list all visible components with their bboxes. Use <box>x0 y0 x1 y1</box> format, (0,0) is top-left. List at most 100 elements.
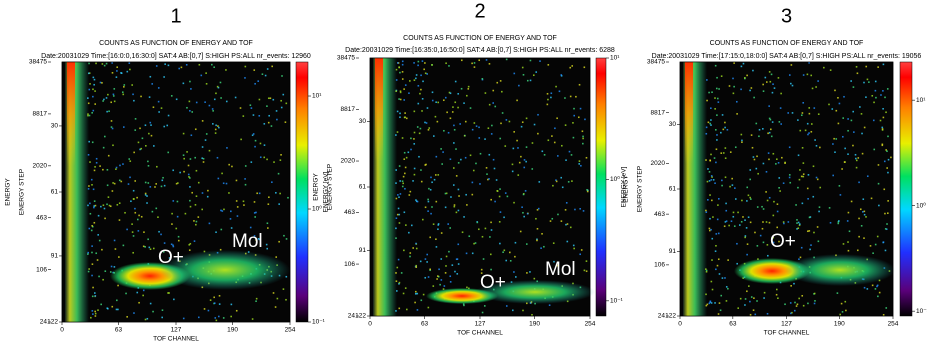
count-speck <box>151 83 154 85</box>
count-speck <box>716 97 719 100</box>
count-speck <box>513 131 515 133</box>
count-speck <box>230 210 232 213</box>
count-speck <box>709 122 711 125</box>
count-speck <box>105 62 108 65</box>
count-speck <box>88 114 91 117</box>
count-speck <box>155 183 158 185</box>
count-speck <box>175 227 178 230</box>
count-speck <box>878 204 880 207</box>
y-axis-label: ENERGY STEP <box>327 164 334 210</box>
count-speck <box>798 224 801 227</box>
count-speck <box>723 225 726 228</box>
count-speck <box>185 63 188 66</box>
count-speck <box>280 106 283 109</box>
count-speck <box>498 221 501 223</box>
count-speck <box>146 202 148 204</box>
count-speck <box>156 165 158 168</box>
count-speck <box>415 264 418 267</box>
count-speck <box>449 227 452 229</box>
count-speck <box>140 215 143 218</box>
count-speck <box>550 96 552 99</box>
energy-tick-label: 38475 <box>337 55 355 62</box>
annotation: O+ <box>480 272 506 293</box>
count-speck <box>749 221 752 224</box>
colorbar-label: ENERGY [eV] <box>621 166 628 207</box>
count-speck <box>430 176 432 179</box>
count-speck <box>509 259 512 262</box>
count-speck <box>415 247 418 250</box>
count-speck <box>253 235 256 237</box>
count-speck <box>860 225 863 227</box>
count-speck <box>526 212 529 215</box>
count-speck <box>543 154 546 156</box>
count-speck <box>788 146 791 149</box>
count-speck <box>424 121 426 124</box>
energy-tick-label: 106 <box>344 261 355 268</box>
count-speck <box>265 243 268 246</box>
count-speck <box>501 90 503 93</box>
count-speck <box>465 252 468 255</box>
count-speck <box>399 112 401 115</box>
count-speck <box>193 220 195 222</box>
count-speck <box>458 195 460 197</box>
x-tick-label: 63 <box>421 321 429 328</box>
count-speck <box>106 307 109 310</box>
count-speck <box>149 302 152 305</box>
count-speck <box>484 227 487 230</box>
count-speck <box>235 309 238 312</box>
count-speck <box>541 150 544 153</box>
x-tick-label: 63 <box>729 321 737 328</box>
count-speck <box>582 210 585 212</box>
count-speck <box>438 268 440 271</box>
count-speck <box>234 96 237 99</box>
count-speck <box>529 79 532 82</box>
count-speck <box>516 139 518 142</box>
count-speck <box>267 121 270 124</box>
count-speck <box>399 98 402 101</box>
count-speck <box>847 129 849 132</box>
chart-subtitle: Date:20031029 Time:[16:35:0,16:50:0] SAT… <box>345 47 615 54</box>
count-speck <box>115 166 118 169</box>
count-speck <box>401 180 404 183</box>
count-speck <box>819 186 822 189</box>
count-speck <box>727 259 729 261</box>
count-speck <box>170 95 173 97</box>
count-speck <box>522 309 524 312</box>
count-speck <box>410 137 412 140</box>
count-speck <box>116 70 118 72</box>
count-speck <box>171 212 173 215</box>
count-speck <box>141 137 144 140</box>
count-speck <box>97 234 100 236</box>
count-speck <box>775 293 778 296</box>
count-speck <box>173 298 175 301</box>
count-speck <box>516 99 518 102</box>
count-speck <box>437 223 440 225</box>
count-speck <box>437 101 440 104</box>
count-speck <box>454 270 456 273</box>
count-speck <box>806 122 809 125</box>
count-speck <box>254 139 257 142</box>
count-speck <box>175 98 178 101</box>
count-speck <box>424 276 427 279</box>
count-speck <box>218 303 221 305</box>
count-speck <box>160 107 163 109</box>
count-speck <box>715 268 717 271</box>
count-speck <box>828 207 831 209</box>
count-speck <box>403 158 406 160</box>
count-speck <box>435 200 438 203</box>
count-speck <box>440 279 443 281</box>
count-speck <box>858 181 860 184</box>
count-speck <box>707 199 709 201</box>
count-speck <box>426 73 429 75</box>
count-speck <box>405 156 408 159</box>
count-speck <box>719 309 722 312</box>
count-speck <box>537 132 539 135</box>
count-speck <box>134 180 137 182</box>
count-speck <box>397 258 400 261</box>
count-speck <box>746 253 748 256</box>
energy-tick-label: 463 <box>36 214 47 221</box>
count-speck <box>715 87 718 90</box>
count-speck <box>428 187 430 190</box>
count-speck <box>744 235 747 237</box>
count-speck <box>431 91 434 94</box>
